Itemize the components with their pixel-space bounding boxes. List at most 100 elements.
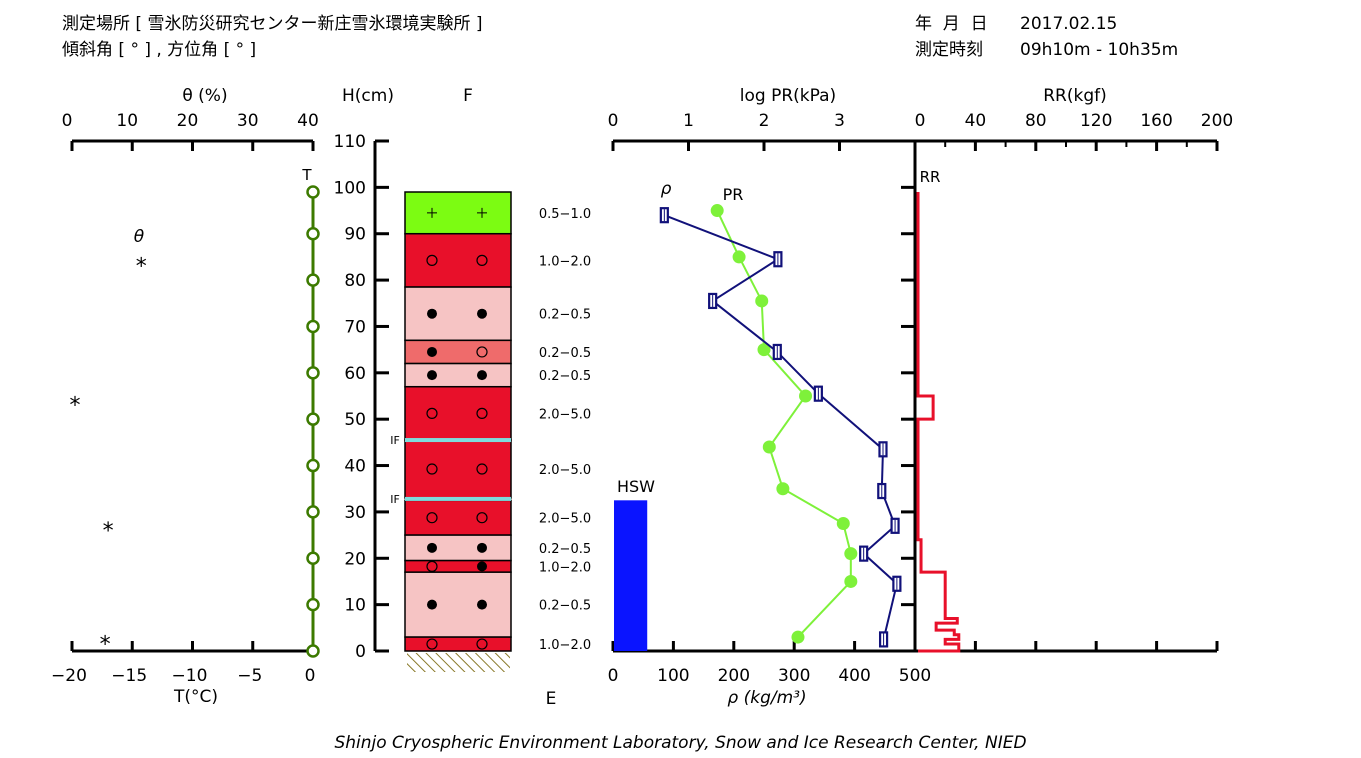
density-axis-label-text: ρ (kg/m³) (727, 688, 806, 708)
height-tick-label: 50 (344, 410, 366, 430)
snow-layer (404, 286, 512, 342)
grain-solid-icon (427, 308, 437, 319)
density-points (659, 207, 902, 648)
pr-axis-ticks: 0 1 2 3 (608, 111, 845, 151)
pr-tick-label: 0 (608, 111, 619, 131)
theta-point: * (103, 519, 114, 544)
snow-layer (404, 191, 512, 235)
ground-hatch (407, 653, 510, 672)
grain-rounded-icon (426, 512, 438, 524)
date-label: 年 月 日 (915, 14, 988, 34)
date-value: 2017.02.15 (1020, 14, 1118, 34)
pr-point (710, 204, 724, 218)
rr-tick-label: 0 (915, 111, 926, 131)
grain-size-label: 1.0−2.0 (539, 254, 591, 269)
pr-tick-label: 2 (759, 111, 770, 131)
grain-size-label: 2.0−5.0 (539, 463, 591, 478)
snow-layers: 0.5−1.0 1.0−2.0 0.2−0.5 0.2−0.5 0.2−0.5 2.0−5… (404, 191, 591, 653)
theta-series-label: θ (134, 227, 145, 247)
grain-size-label: 0.2−0.5 (539, 369, 591, 384)
pr-axis-label: log PR(kPa) (740, 86, 836, 106)
temperature-point (306, 412, 320, 426)
height-axis: H(cm) 0 10 20 30 40 50 60 70 80 90 100 110 (334, 86, 394, 662)
snow-layer (404, 232, 512, 288)
theta-axis-ticks: 0 10 20 30 40 (62, 111, 319, 151)
snow-layer (404, 385, 512, 441)
grain-size-label: 0.2−0.5 (539, 308, 591, 323)
theta-tick-label: 30 (237, 111, 259, 131)
snow-layer (404, 339, 512, 365)
pr-points (710, 204, 858, 644)
temperature-point (306, 273, 320, 287)
grain-rounded-icon (426, 560, 438, 572)
time-value: 09h10m - 10h35m (1020, 40, 1179, 60)
density-tick-label: 200 (718, 666, 750, 686)
left-panel: θ (%) 0 10 20 30 40 −20 −15 −10 −5 0 T(°C) θ ***… (51, 86, 320, 707)
hsw-bar (614, 500, 648, 651)
temperature-point (306, 319, 320, 334)
height-axis-label: H(cm) (342, 86, 394, 106)
pr-point (844, 547, 858, 561)
rr-series-label: RR (920, 168, 941, 186)
snow-layer (404, 499, 512, 536)
temperature-point (306, 644, 320, 658)
column-top-label: F (463, 86, 473, 106)
density-tick-label: 300 (778, 666, 810, 686)
grain-solid-icon (427, 542, 437, 553)
pr-point (791, 630, 805, 644)
grain-rounded-icon (426, 463, 438, 475)
time-label: 測定時刻 (915, 40, 983, 60)
pr-line (716, 210, 852, 638)
grain-size-label: 0.5−1.0 (539, 207, 591, 222)
pr-point (836, 517, 850, 530)
snow-layer (404, 534, 512, 562)
grain-rounded-icon (476, 346, 488, 358)
grain-size-label: 2.0−5.0 (539, 407, 591, 422)
density-tick-label: 0 (608, 666, 619, 686)
temperature-point (306, 505, 320, 519)
snow-layer (404, 362, 512, 388)
temperature-tick-label: 0 (305, 666, 316, 686)
pr-point (799, 389, 813, 403)
density-axis-ticks: 0 100 200 300 400 500 (608, 641, 931, 686)
height-tick-label: 40 (344, 457, 366, 477)
angle-title: 傾斜角 [ ° ] , 方位角 [ ° ] (62, 40, 257, 60)
density-series-label: ρ (661, 179, 672, 199)
temperature-tick-label: −15 (111, 666, 147, 686)
grain-solid-icon (477, 599, 487, 610)
pr-tick-label: 3 (834, 111, 845, 131)
height-tick-label: 20 (344, 549, 366, 569)
pr-point (755, 294, 769, 308)
rr-profile (916, 192, 961, 653)
grain-solid-icon (477, 542, 487, 553)
theta-points: * * * * (70, 255, 147, 658)
height-tick-label: 90 (344, 225, 366, 245)
temperature-point (306, 458, 320, 473)
rr-axis-ticks: 0 40 80 120 160 200 (913, 111, 1233, 651)
grain-solid-icon (477, 308, 487, 319)
site-title: 測定場所 [ 雪氷防災研究センター新庄雪氷環境実験所 ] (62, 14, 483, 34)
layer-column: F E 0.5−1.0 1.0−2.0 0.2−0.5 0.2−0.5 0.2−0.5 2… (390, 86, 591, 709)
height-tick-label: 110 (334, 132, 366, 152)
temperature-tick-label: −5 (237, 666, 262, 686)
temperature-point (306, 551, 320, 566)
rr-tick-label: 160 (1140, 111, 1172, 131)
grain-size-label: 1.0−2.0 (539, 638, 591, 653)
grain-size-label: 1.0−2.0 (539, 560, 591, 575)
grain-size-label: 2.0−5.0 (539, 512, 591, 527)
density-tick-label: 400 (838, 666, 870, 686)
grain-rounded-icon (476, 254, 488, 266)
pr-tick-label: 1 (683, 111, 694, 131)
height-tick-label: 0 (355, 642, 366, 662)
height-tick-label: 10 (344, 596, 366, 616)
density-tick-label: 500 (899, 666, 931, 686)
density-line (663, 214, 898, 640)
grain-size-label: 0.2−0.5 (539, 346, 591, 361)
theta-axis-label: θ (%) (182, 86, 227, 106)
pr-point (844, 574, 858, 588)
theta-point: * (70, 394, 81, 419)
snow-layer (404, 571, 512, 638)
theta-tick-label: 20 (177, 111, 199, 131)
rr-axis-label: RR(kgf) (1043, 86, 1107, 106)
